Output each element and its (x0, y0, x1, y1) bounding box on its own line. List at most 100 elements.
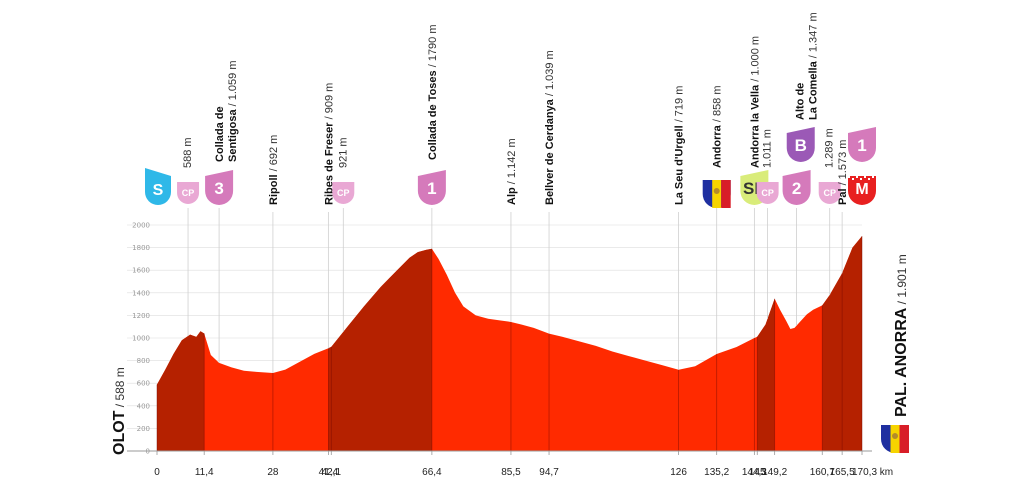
checker (860, 178, 862, 180)
y-tick-label: 1800 (132, 244, 150, 252)
checkpoint-badge: CP (818, 182, 841, 204)
checkpoint-name: Andorra la Vella (749, 84, 761, 168)
checker (872, 176, 874, 178)
x-tick-label: 28 (267, 467, 279, 478)
checkpoint-alt: / 909 m (323, 83, 335, 123)
checkpoint-label: 1.289 m (824, 128, 836, 168)
checkpoint-alt: / 1.347 m (808, 12, 820, 61)
climb-segment (328, 248, 432, 451)
badge-tab (740, 170, 769, 176)
badge-text: CP (182, 188, 195, 198)
start-name: OLOT (111, 410, 128, 455)
x-tick-label: 165,5 (830, 467, 855, 478)
x-tick-label: 94,7 (539, 467, 559, 478)
badge-tab (205, 170, 234, 176)
checkpoint-alt: / 1790 m (427, 24, 439, 70)
profile-fill (157, 236, 862, 451)
x-tick-label: 85,5 (501, 467, 521, 478)
sprint-badge (332, 182, 355, 204)
checkpoint-label: 588 m (182, 137, 194, 168)
start-alt: / 588 m (113, 367, 127, 410)
checkpoint-badge (702, 180, 731, 208)
flag-coat (713, 188, 720, 194)
badge-text: S (153, 182, 164, 199)
checkpoint-alt: / 1.142 m (506, 138, 518, 187)
checkpoint-alt: / 1.000 m (749, 36, 761, 85)
finish-label: PAL. ANORRA / 1.901 m (893, 254, 910, 417)
checkpoint-badge: CP (756, 182, 779, 204)
y-tick-label: 2000 (132, 222, 150, 230)
badge-text: CP (761, 188, 774, 198)
checkpoints: S CP 588 m 3 Collada deSentigosa / 1.059 m Ri… (145, 12, 876, 208)
checkpoint-label: Pal / 1.573 m (837, 140, 849, 205)
checkpoint-badge: 1 (848, 127, 876, 162)
badge-tab (848, 127, 876, 133)
start-flag-icon (145, 168, 171, 205)
checkpoint-label: Collada de Toses / 1790 m (427, 24, 439, 160)
x-tick-label: 145 (749, 467, 766, 478)
x-tick-label: 41,4 (319, 467, 339, 478)
y-tick-label: 200 (137, 425, 150, 433)
y-tick-label: 400 (137, 402, 150, 410)
start-finish-labels: OLOT / 588 m PAL. ANORRA / 1.901 m (111, 254, 910, 455)
checkpoint-badge: CP (332, 182, 355, 204)
y-tick-label: 1000 (132, 335, 150, 343)
badge-text: 1 (857, 136, 866, 155)
badge-text: 3 (214, 179, 223, 198)
badge-tab (782, 170, 811, 176)
checkpoint-label: Ripoll / 692 m (268, 135, 280, 205)
sprint-badge (756, 182, 779, 204)
badge-text: CP (823, 188, 836, 198)
climb2-badge (782, 176, 811, 205)
checkpoint-label: Bellver de Cerdanya / 1.039 m (544, 50, 556, 205)
checker (864, 176, 866, 178)
checkpoint-badge: CP (177, 182, 200, 204)
checkpoint-alt: 921 m (337, 137, 349, 168)
checkpoint-name: Alto de (795, 83, 807, 120)
checkpoint-alt: / 692 m (268, 135, 280, 175)
checker (856, 176, 858, 178)
checkpoint-label: Alto deLa Comella / 1.347 m (795, 12, 820, 120)
badge-tab (417, 170, 446, 176)
start-label: OLOT / 588 m (111, 367, 128, 455)
x-tick-label: 66,4 (422, 467, 442, 478)
x-tick-label: 170,3 km (852, 467, 893, 478)
checkpoint-label: La Seu d'Urgell / 719 m (674, 86, 686, 205)
checkpoint-name: Sentigosa (227, 109, 239, 162)
x-tick-label: 126 (670, 467, 687, 478)
checkpoint-alt: / 719 m (674, 86, 686, 126)
x-axis: 0 11,4 28 41,442,1 66,4 85,5 94,7 126 135,2 144,3… (127, 450, 893, 478)
finish-andorra-flag-icon (881, 425, 909, 453)
x-tick-label: 11,4 (195, 467, 214, 478)
checkpoint-name: Bellver de Cerdanya (544, 98, 556, 205)
x-tick-label: 160,7 (810, 467, 835, 478)
sprint-badge (818, 182, 841, 204)
y-axis: 0200400600800100012001400160018002000 (132, 222, 150, 456)
checkpoint-alt: / 1.039 m (544, 50, 556, 99)
x-tick-label: 149,2 (762, 467, 787, 478)
checkpoint-label: 921 m (337, 137, 349, 168)
climb-segment (757, 298, 775, 451)
y-tick-label: 800 (137, 357, 150, 365)
flag-stripe (899, 425, 909, 453)
checkpoint-badge: B (786, 127, 815, 162)
y-tick-label: 1600 (132, 267, 150, 275)
checkpoint-label: Andorra la Vella / 1.000 m (749, 36, 761, 168)
checkpoint-badge: 3 (205, 170, 234, 205)
badge-text: 2 (792, 179, 801, 198)
badge-text: B (795, 136, 807, 155)
finish-name: PAL. ANORRA (893, 307, 910, 417)
checkpoint-alt: 1.289 m (824, 128, 836, 168)
checkpoint-name: Andorra (712, 124, 724, 168)
y-tick-label: 1400 (132, 289, 150, 297)
checkpoint-name: La Seu d'Urgell (674, 125, 686, 205)
checkpoint-alt: / 1.059 m (227, 61, 239, 110)
checkpoint-name: Alp (506, 187, 518, 205)
finish-badge (848, 176, 876, 205)
badge-text: 1 (427, 179, 436, 198)
checkpoint-alt: 588 m (182, 137, 194, 168)
climb1-badge (417, 176, 446, 205)
x-tick-label: 135,2 (704, 467, 729, 478)
start-badge: S (145, 168, 171, 205)
